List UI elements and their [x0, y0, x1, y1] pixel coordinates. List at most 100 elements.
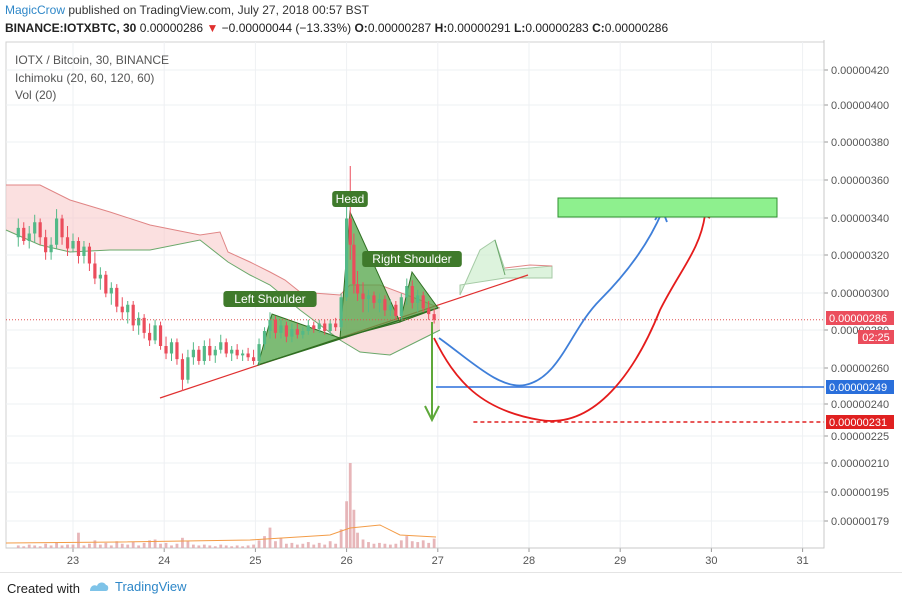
candle-body [355, 284, 360, 294]
y-tick-label: 0.00000240 [831, 399, 889, 411]
candle [219, 334, 223, 354]
y-tick-label: 0.00000400 [831, 100, 889, 112]
publish-line: MagicCrow published on TradingView.com, … [5, 3, 369, 17]
candle-body [317, 323, 321, 330]
candle-body [208, 346, 212, 356]
price-label-box [826, 380, 894, 394]
candle-body [71, 241, 75, 249]
volume-bar [410, 541, 414, 548]
legend-volume[interactable]: Vol (20) [15, 88, 57, 102]
volume-bar [356, 532, 359, 548]
candle [394, 301, 398, 320]
volume-bar [120, 543, 124, 548]
volume-bar [339, 529, 343, 548]
candle [49, 237, 53, 260]
volume-bar [301, 543, 305, 548]
candle [241, 349, 245, 361]
candle-body [82, 246, 86, 256]
candle [175, 338, 179, 365]
candle-body [230, 349, 234, 354]
chart-area[interactable]: 0.00000420 0.00000400 0.00000380 0.00000360… [0, 40, 902, 570]
candle [87, 242, 92, 271]
candle-body [421, 295, 425, 309]
price-axis-label: 0.00000249 [826, 380, 894, 394]
low-label: L: [513, 21, 526, 35]
volume-bar [432, 538, 436, 548]
volume-bar [213, 546, 217, 548]
candle-body [202, 346, 206, 361]
close-label: C: [592, 21, 605, 35]
legend-ichimoku[interactable]: Ichimoku (20, 60, 120, 60) [15, 71, 155, 85]
candle [306, 319, 310, 335]
volume-bar [352, 509, 356, 548]
candle-body [268, 319, 272, 331]
volume-bar [246, 545, 250, 548]
candle-body [115, 287, 119, 307]
candle [235, 344, 239, 360]
volume-bar [22, 546, 26, 548]
candle [76, 237, 81, 264]
down-arrow-icon: ▼ [206, 21, 219, 35]
candle [295, 323, 299, 339]
volume-bar [274, 541, 277, 548]
tradingview-logo-icon [90, 581, 109, 591]
candle [273, 316, 278, 339]
volume-bar [115, 541, 119, 548]
price-axis-label: 0.00000231 [826, 415, 894, 429]
y-tick-label: 0.00000210 [831, 458, 889, 470]
candle-body [197, 349, 201, 361]
candle [323, 319, 327, 335]
candle-body [191, 349, 195, 358]
volume-bar [323, 544, 327, 548]
volume-bar [348, 463, 352, 548]
volume-bar [44, 543, 48, 548]
y-tick-label: 0.00000179 [831, 516, 889, 528]
candle-body [323, 323, 327, 331]
high-label: H: [434, 21, 448, 35]
candle-body [273, 319, 278, 333]
candle [44, 229, 48, 260]
candle [279, 319, 283, 339]
candle-body [164, 346, 168, 354]
x-tick-label: 24 [158, 555, 170, 567]
price-label-text: 0.00000249 [829, 382, 887, 394]
candle [416, 289, 420, 313]
volume-bar [55, 542, 58, 548]
tradingview-brand[interactable]: TradingView [88, 579, 187, 594]
pattern-label-box [332, 191, 368, 207]
volume-bar [88, 543, 91, 548]
volume-bar [208, 545, 212, 548]
price-chart[interactable]: 0.00000420 0.00000400 0.00000380 0.00000360… [0, 40, 902, 570]
candle-body [361, 293, 365, 300]
volume-bar [16, 545, 20, 548]
candle-body [126, 304, 130, 313]
candle-body [148, 332, 152, 341]
candle [131, 301, 135, 331]
pattern-label-text: Head [336, 192, 365, 206]
volume-bar [66, 544, 69, 548]
candle [230, 346, 234, 361]
candle-body [251, 357, 256, 361]
tradingview-brand-name[interactable]: TradingView [115, 579, 187, 594]
candle-body [22, 227, 26, 241]
countdown-box [858, 330, 894, 344]
volume-bar [306, 542, 310, 548]
candle-body [345, 218, 349, 298]
candle [191, 342, 195, 365]
candle [388, 299, 392, 316]
candle [33, 214, 37, 243]
candle-body [257, 344, 261, 361]
volume-bar [290, 542, 294, 548]
high-value: 0.00000291 [447, 21, 511, 35]
candle-body [279, 325, 283, 333]
ichimoku-future-cloud [459, 239, 553, 296]
candle-body [27, 233, 31, 241]
candle [109, 282, 113, 305]
y-tick-label: 0.00000260 [831, 363, 889, 375]
volume-bar [131, 542, 135, 548]
candle-body [394, 304, 398, 316]
candle [262, 327, 267, 350]
volume-bar [312, 544, 316, 548]
author-link[interactable]: MagicCrow [5, 3, 66, 17]
volume-bar [71, 544, 75, 548]
